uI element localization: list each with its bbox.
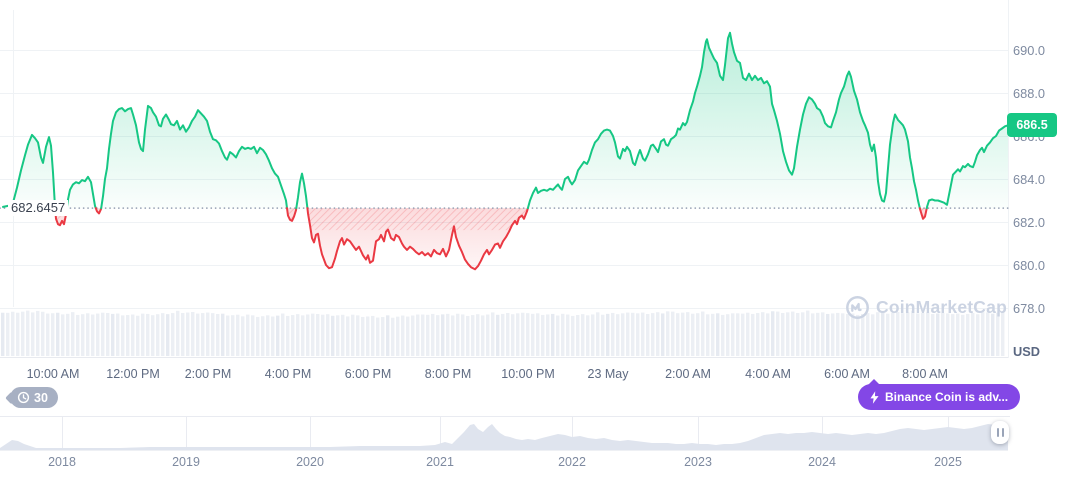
x-axis-label: 2:00 PM <box>184 367 232 381</box>
price-area-up <box>3 134 56 209</box>
price-line-up <box>2 133 57 210</box>
price-area-up <box>296 173 308 209</box>
year-label: 2019 <box>172 455 200 469</box>
year-label: 2021 <box>426 455 454 469</box>
x-axis-label: 8:00 PM <box>424 367 472 381</box>
coinmarketcap-logo-icon <box>846 296 869 319</box>
y-axis-label: 680.0 <box>1013 257 1046 273</box>
year-label: 2020 <box>296 455 324 469</box>
clock-history-icon <box>17 391 30 404</box>
x-axis-label: 10:00 PM <box>501 367 555 381</box>
history-badge[interactable]: 30 <box>10 387 58 408</box>
year-label: 2024 <box>808 455 836 469</box>
price-line-down <box>306 207 529 271</box>
y-axis-label: 678.0 <box>1013 300 1046 316</box>
x-axis-label: 23 May <box>587 367 629 381</box>
year-label: 2025 <box>934 455 962 469</box>
main-price-chart[interactable] <box>0 0 1072 360</box>
minimap-area <box>0 424 1008 450</box>
y-axis-label: 684.0 <box>1013 171 1046 187</box>
price-area-up <box>101 105 287 209</box>
x-axis-label: 6:00 PM <box>344 367 392 381</box>
price-line-up <box>526 31 921 210</box>
y-axis-label: 682.0 <box>1013 214 1046 230</box>
price-line-up <box>925 124 1009 210</box>
price-line-up <box>65 175 97 210</box>
price-area-down-hatch <box>55 208 67 231</box>
watermark-text: CoinMarketCap <box>876 297 1007 317</box>
price-area-up <box>527 32 920 209</box>
year-label: 2023 <box>684 455 712 469</box>
price-line-up <box>295 172 309 210</box>
x-axis-label: 2:00 AM <box>665 367 711 381</box>
currency-label: USD <box>1013 344 1041 359</box>
watermark: CoinMarketCap <box>845 295 1007 320</box>
y-axis-label: 688.0 <box>1013 85 1046 101</box>
history-badge-label: 30 <box>34 390 48 405</box>
volume-bars <box>1 310 1005 356</box>
x-axis-label: 4:00 PM <box>264 367 312 381</box>
price-area-up <box>926 125 1008 209</box>
price-line-up <box>100 104 288 210</box>
x-axis-label: 6:00 AM <box>824 367 870 381</box>
price-line-down <box>918 207 928 220</box>
price-area-down-hatch <box>287 208 297 231</box>
current-price-badge: 686.5 <box>1007 113 1057 137</box>
price-line-down <box>286 207 298 222</box>
baseline-price-label: 682.6457 <box>8 200 69 216</box>
x-axis-label: 12:00 PM <box>106 367 160 381</box>
x-axis-label: 10:00 AM <box>26 367 80 381</box>
year-label: 2018 <box>48 455 76 469</box>
navigator-handle[interactable] <box>991 421 1009 444</box>
y-axis-label: 690.0 <box>1013 42 1046 58</box>
x-axis-label: 8:00 AM <box>902 367 948 381</box>
price-line-down <box>54 207 68 227</box>
range-navigator[interactable] <box>0 416 1010 451</box>
x-axis-label: 4:00 AM <box>745 367 791 381</box>
lightning-icon <box>870 390 879 404</box>
year-label: 2022 <box>558 455 586 469</box>
promo-tooltip[interactable]: Binance Coin is adv... <box>858 379 1021 410</box>
promo-tooltip-label: Binance Coin is adv... <box>885 390 1009 404</box>
price-area-down-hatch <box>307 208 528 231</box>
